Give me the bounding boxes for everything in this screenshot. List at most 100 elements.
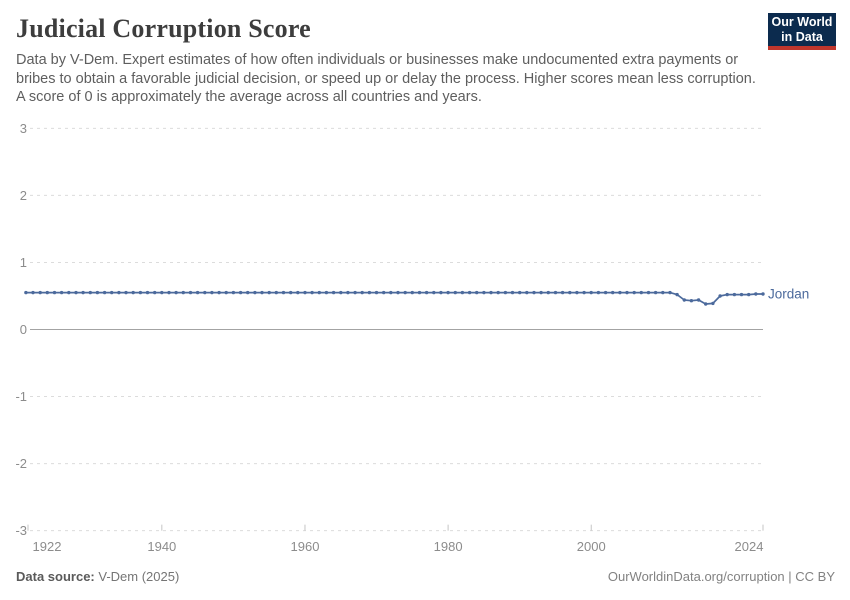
owid-logo-line1: Our World xyxy=(771,14,833,29)
series-line-jordan xyxy=(25,291,764,305)
data-point xyxy=(725,292,729,297)
data-point xyxy=(124,290,128,295)
data-point xyxy=(289,290,293,295)
data-point xyxy=(396,290,400,295)
data-point xyxy=(267,290,271,295)
data-point xyxy=(324,290,329,295)
data-point xyxy=(546,290,550,295)
data-point xyxy=(167,290,171,295)
data-point xyxy=(246,290,250,295)
x-axis-tick-label: 1922 xyxy=(33,539,62,554)
data-point xyxy=(382,290,386,295)
data-point xyxy=(274,290,278,295)
data-point xyxy=(360,290,364,295)
attribution-text: OurWorldinData.org/corruption | CC BY xyxy=(607,569,835,584)
data-point xyxy=(718,294,722,298)
data-point xyxy=(110,290,114,295)
data-point xyxy=(203,290,207,295)
data-point xyxy=(496,290,500,295)
data-point xyxy=(253,290,257,295)
data-point xyxy=(460,290,465,295)
data-point xyxy=(224,290,228,295)
data-point xyxy=(74,290,78,295)
x-axis-tick-label: 2024 xyxy=(735,539,764,554)
data-point xyxy=(575,290,579,295)
y-axis-tick-label: -2 xyxy=(15,456,27,471)
data-point xyxy=(646,290,651,295)
y-axis-tick-label: 2 xyxy=(20,188,27,203)
data-point xyxy=(747,292,751,297)
data-point xyxy=(260,290,264,295)
data-point xyxy=(346,290,350,295)
data-source-value: V-Dem (2025) xyxy=(98,569,180,584)
data-point xyxy=(331,290,336,295)
data-source: Data source: V-Dem (2025) xyxy=(16,569,179,584)
data-point xyxy=(374,290,379,295)
series-entity-label: Jordan xyxy=(768,286,809,301)
data-point xyxy=(88,290,93,295)
data-point xyxy=(424,290,429,295)
data-point xyxy=(410,290,414,295)
data-point xyxy=(711,301,715,306)
data-point xyxy=(389,290,393,295)
data-point xyxy=(238,290,243,295)
data-point xyxy=(739,292,744,297)
data-point xyxy=(446,290,450,295)
data-point xyxy=(611,290,615,295)
data-point xyxy=(689,299,694,303)
data-point xyxy=(160,290,164,295)
data-point xyxy=(732,292,737,297)
data-point xyxy=(439,290,443,295)
data-point xyxy=(188,290,193,295)
data-source-label: Data source: xyxy=(16,569,95,584)
data-point xyxy=(618,290,622,295)
data-point xyxy=(482,290,486,295)
y-axis-tick-label: 3 xyxy=(20,121,27,136)
data-point xyxy=(52,290,57,295)
data-point xyxy=(31,290,35,295)
data-point xyxy=(503,290,508,295)
data-point xyxy=(467,290,472,295)
data-point xyxy=(553,290,558,295)
data-point xyxy=(417,290,422,295)
data-point xyxy=(475,290,479,295)
data-point xyxy=(138,290,143,295)
data-point xyxy=(95,290,100,295)
data-point xyxy=(102,290,107,295)
data-point xyxy=(217,290,221,295)
data-point xyxy=(568,290,572,295)
data-point xyxy=(195,290,200,295)
data-point xyxy=(582,290,586,295)
data-point xyxy=(532,290,536,295)
data-point xyxy=(489,290,493,295)
owid-logo: Our World in Data xyxy=(768,13,836,50)
data-point xyxy=(181,290,185,295)
x-axis-tick-label: 2000 xyxy=(577,539,606,554)
data-point xyxy=(704,302,708,306)
y-axis-tick-label: -3 xyxy=(15,523,27,538)
data-point xyxy=(761,292,765,296)
data-point xyxy=(675,292,679,297)
data-point xyxy=(210,290,214,295)
data-point xyxy=(696,298,701,302)
data-point xyxy=(353,290,357,295)
data-point xyxy=(603,290,608,295)
data-point xyxy=(67,290,71,295)
data-point xyxy=(296,290,300,295)
data-point xyxy=(24,290,28,295)
data-point xyxy=(45,290,49,295)
data-point xyxy=(403,290,407,295)
data-point xyxy=(131,290,135,295)
data-point xyxy=(625,290,629,295)
data-point xyxy=(339,290,343,295)
y-axis-tick-label: 0 xyxy=(20,322,27,337)
data-point xyxy=(303,290,307,295)
data-point xyxy=(661,290,665,295)
data-point xyxy=(317,290,321,295)
chart-subtitle: Data by V-Dem. Expert estimates of how o… xyxy=(16,52,756,105)
data-point xyxy=(310,290,314,295)
data-point xyxy=(117,290,121,295)
x-axis-tick-label: 1980 xyxy=(434,539,463,554)
data-point xyxy=(81,290,85,295)
